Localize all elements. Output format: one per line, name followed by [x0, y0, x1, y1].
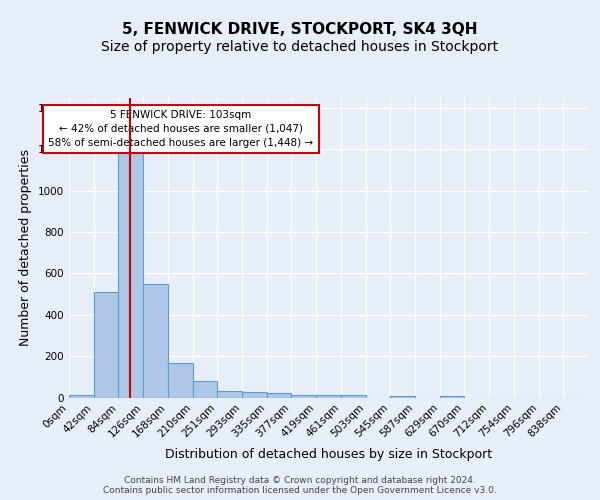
Bar	[94, 292, 118, 398]
Bar	[193, 381, 217, 398]
Bar	[242, 392, 267, 398]
Bar	[168, 364, 193, 398]
Bar	[143, 284, 168, 398]
Bar	[390, 396, 415, 398]
Bar	[118, 118, 143, 398]
Bar	[267, 394, 292, 398]
Bar	[316, 396, 341, 398]
X-axis label: Distribution of detached houses by size in Stockport: Distribution of detached houses by size …	[165, 448, 492, 460]
Bar	[440, 396, 464, 398]
Y-axis label: Number of detached properties: Number of detached properties	[19, 149, 32, 346]
Bar	[292, 396, 316, 398]
Bar	[69, 396, 94, 398]
Text: Contains HM Land Registry data © Crown copyright and database right 2024.
Contai: Contains HM Land Registry data © Crown c…	[103, 476, 497, 495]
Text: 5, FENWICK DRIVE, STOCKPORT, SK4 3QH: 5, FENWICK DRIVE, STOCKPORT, SK4 3QH	[122, 22, 478, 38]
Text: 5 FENWICK DRIVE: 103sqm
← 42% of detached houses are smaller (1,047)
58% of semi: 5 FENWICK DRIVE: 103sqm ← 42% of detache…	[48, 110, 313, 148]
Text: Size of property relative to detached houses in Stockport: Size of property relative to detached ho…	[101, 40, 499, 54]
Bar	[341, 396, 365, 398]
Bar	[217, 392, 242, 398]
